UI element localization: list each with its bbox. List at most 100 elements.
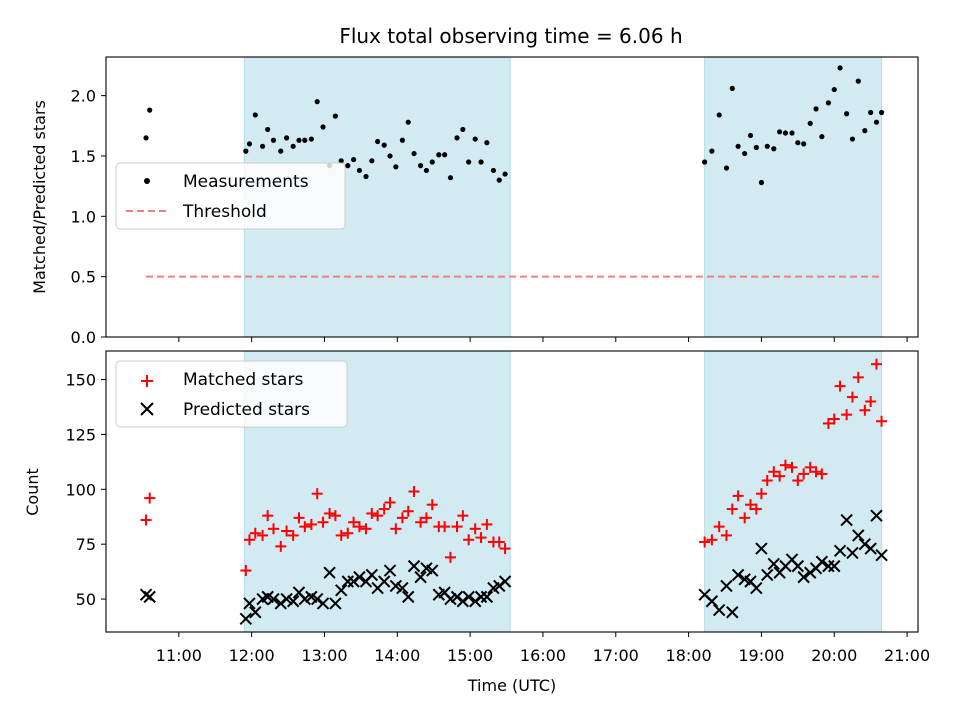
measurement-point	[849, 136, 856, 142]
x-tick-label: 16:00	[520, 646, 566, 665]
predicted-star-point	[828, 559, 841, 573]
matched-star-point	[750, 503, 762, 515]
predicted-star-point	[726, 606, 739, 619]
predicted-star-point	[815, 555, 829, 568]
measurement-point	[735, 143, 741, 149]
predicted-star-point	[347, 575, 360, 588]
matched-star-point	[699, 536, 711, 548]
predicted-star-point	[858, 537, 872, 551]
predicted-star-point	[833, 544, 847, 557]
legend-threshold-label: Threshold	[182, 202, 267, 222]
bottom-legend: Matched stars Predicted stars	[115, 360, 348, 428]
top-legend: Measurements Threshold	[115, 162, 346, 230]
predicted-star-point	[274, 597, 287, 610]
measurement-point	[837, 65, 843, 71]
matched-star-point	[732, 490, 744, 502]
matched-star-point	[774, 470, 786, 482]
predicted-star-point	[852, 529, 865, 542]
predicted-star-point	[353, 570, 366, 584]
predicted-stars-points	[139, 509, 888, 626]
measurement-point	[411, 150, 417, 157]
matched-star-point	[317, 516, 329, 528]
matched-star-point	[275, 540, 287, 552]
measurement-point	[496, 177, 502, 183]
x-tick-label: 13:00	[301, 646, 347, 665]
matched-star-point	[739, 512, 751, 524]
matched-star-point	[469, 523, 481, 535]
x-tick-label: 17:00	[593, 646, 639, 665]
measurement-point	[758, 179, 765, 186]
matched-star-point	[713, 521, 725, 533]
predicted-star-point	[323, 566, 336, 579]
x-tick-label: 11:00	[156, 646, 202, 665]
measurement-point	[753, 144, 759, 151]
x-tick-label: 14:00	[374, 646, 420, 665]
bottom-axes-frame	[105, 350, 919, 633]
measurement-point	[290, 143, 296, 149]
matched-star-point	[240, 565, 252, 577]
matched-star-point	[475, 532, 487, 544]
measurement-point	[243, 148, 249, 154]
matched-star-point	[140, 514, 152, 526]
measurement-point	[320, 124, 326, 130]
matched-star-point	[786, 461, 798, 473]
measurement-point	[771, 146, 777, 152]
matched-star-point	[761, 475, 773, 487]
matched-star-point	[768, 466, 780, 478]
measurement-point	[819, 134, 825, 140]
top-y-axis-label: Matched/Predicted stars	[30, 100, 49, 294]
measurement-point	[807, 120, 813, 126]
predicted-star-point	[705, 595, 719, 608]
measurement-point	[490, 167, 497, 174]
predicted-star-point	[761, 568, 774, 582]
matched-star-point	[408, 486, 420, 497]
matched-star-point	[706, 534, 718, 546]
matched-stars-points	[140, 358, 888, 577]
matched-star-point	[779, 459, 791, 471]
measurement-point	[709, 148, 715, 154]
measurement-point	[873, 119, 880, 125]
top-y-tick-label: 0.5	[71, 268, 96, 287]
predicted-star-point	[731, 568, 745, 582]
predicted-star-point	[755, 542, 768, 555]
top-y-tick-label: 2.0	[71, 87, 96, 106]
matched-star-point	[390, 523, 402, 535]
measurement-point	[855, 78, 861, 84]
measurement-point	[484, 140, 490, 146]
predicted-star-point	[750, 581, 763, 595]
matched-star-point	[745, 499, 757, 511]
x-tick-label: 21:00	[884, 646, 930, 665]
x-tick-label: 20:00	[811, 646, 857, 665]
legend-matched-marker	[141, 375, 153, 387]
predicted-star-point	[280, 592, 293, 606]
matched-star-point	[493, 536, 505, 548]
predicted-star-point	[316, 597, 330, 610]
measurement-point	[862, 128, 868, 134]
matched-star-point	[329, 510, 341, 522]
measurement-point	[723, 165, 730, 171]
matched-star-point	[804, 461, 816, 473]
measurement-point	[284, 135, 290, 141]
top-y-tick-label: 1.5	[71, 147, 96, 166]
measurement-point	[338, 158, 344, 164]
predicted-star-point	[407, 559, 421, 573]
measurement-point	[345, 163, 351, 169]
measurement-point	[423, 167, 430, 174]
bottom-legend-box	[115, 360, 348, 428]
matched-star-point	[372, 510, 384, 522]
matched-star-point	[324, 507, 336, 519]
measurement-point	[844, 111, 850, 117]
matched-star-point	[720, 529, 732, 541]
measurement-point	[801, 141, 807, 147]
measurement-point	[393, 164, 399, 170]
predicted-star-point	[298, 592, 312, 606]
predicted-star-point	[249, 606, 262, 619]
predicted-star-point	[414, 570, 427, 584]
matched-star-point	[834, 380, 846, 392]
predicted-star-point	[493, 579, 506, 593]
measurement-point	[813, 106, 819, 112]
predicted-star-point	[396, 581, 409, 595]
measurement-point	[777, 129, 783, 135]
matched-star-point	[299, 521, 311, 533]
